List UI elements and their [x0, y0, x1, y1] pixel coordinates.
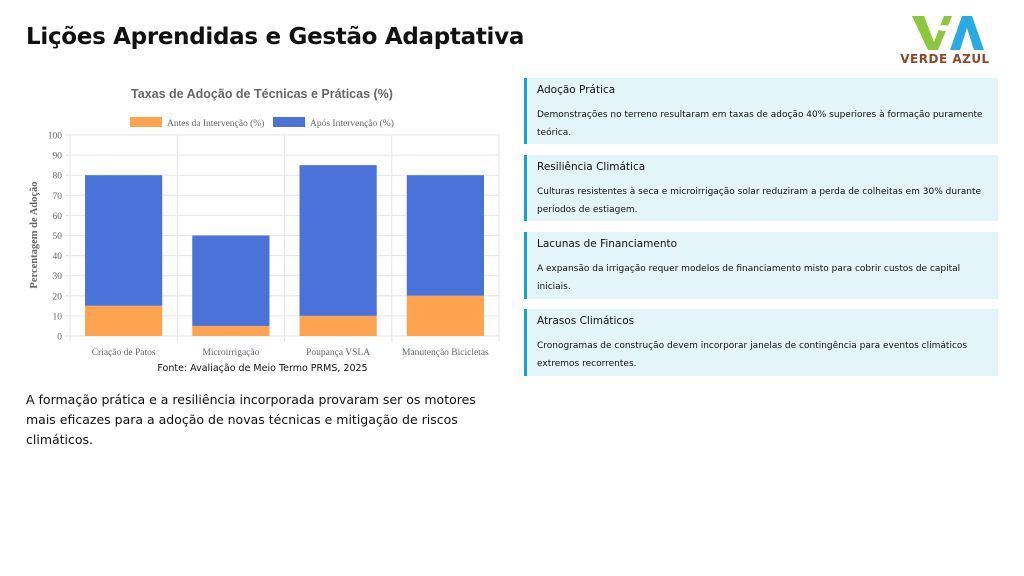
bar-before [192, 325, 270, 336]
card-lacunas-financiamento: Lacunas de Financiamento A expansão da i… [524, 232, 998, 299]
y-tick-label: 70 [53, 192, 63, 202]
y-tick-label: 80 [53, 172, 63, 182]
card-resiliencia-climatica: Resiliência Climática Culturas resistent… [524, 155, 998, 221]
summary-text: A formação prática e a resiliência incor… [26, 392, 476, 447]
y-tick-label: 30 [53, 272, 63, 282]
card-title: Adoção Prática [537, 84, 616, 96]
adoption-chart: Taxas de Adoção de Técnicas e Práticas (… [29, 87, 500, 358]
bar-before [85, 305, 163, 336]
card-text: Demonstrações no terreno resultaram em t… [537, 110, 983, 138]
logo-mark-icon [912, 16, 984, 50]
x-tick-label: Poupança VSLA [306, 348, 370, 358]
legend-swatch [130, 117, 162, 127]
card-title: Lacunas de Financiamento [537, 238, 678, 250]
bar-after [299, 165, 377, 316]
y-tick-label: 100 [48, 132, 63, 142]
y-tick-label: 50 [53, 232, 63, 242]
card-title: Resiliência Climática [537, 161, 646, 173]
logo-text: VERDE AZUL [900, 52, 990, 66]
bar-before [299, 315, 377, 336]
legend-label: Antes da Intervenção (%) [167, 118, 264, 129]
legend-label: Após Intervenção (%) [310, 118, 394, 129]
bar-after [406, 175, 484, 296]
x-tick-label: Manutenção Bicicletas [402, 348, 489, 358]
x-tick-label: Microirrigação [202, 348, 259, 358]
chart-title: Taxas de Adoção de Técnicas e Práticas (… [131, 87, 393, 101]
y-tick-label: 10 [53, 312, 63, 322]
card-title: Atrasos Climáticos [537, 315, 635, 327]
y-tick-label: 60 [53, 212, 63, 222]
y-tick-label: 0 [57, 333, 62, 343]
card-text: A expansão da irrigação requer modelos d… [537, 264, 961, 292]
y-tick-label: 20 [53, 292, 63, 302]
y-axis-label: Percentagem de Adoção [29, 181, 40, 288]
bar-after [85, 175, 163, 306]
chart-source: Fonte: Avaliação de Meio Termo PRMS, 202… [157, 363, 368, 374]
card-text: Culturas resistentes à seca e microirrig… [537, 187, 982, 215]
y-tick-label: 90 [53, 152, 63, 162]
verde-azul-logo: VERDE AZUL [900, 14, 990, 70]
y-tick-label: 40 [53, 252, 63, 262]
card-adocao-pratica: Adoção Prática Demonstrações no terreno … [524, 78, 998, 144]
page-title: Lições Aprendidas e Gestão Adaptativa [26, 24, 525, 50]
bar-before [406, 295, 484, 336]
legend-swatch [273, 117, 305, 127]
card-text: Cronogramas de construção devem incorpor… [537, 341, 968, 369]
x-tick-label: Criação de Patos [92, 348, 156, 358]
card-atrasos-climaticos: Atrasos Climáticos Cronogramas de constr… [524, 309, 998, 376]
bar-after [192, 235, 270, 326]
